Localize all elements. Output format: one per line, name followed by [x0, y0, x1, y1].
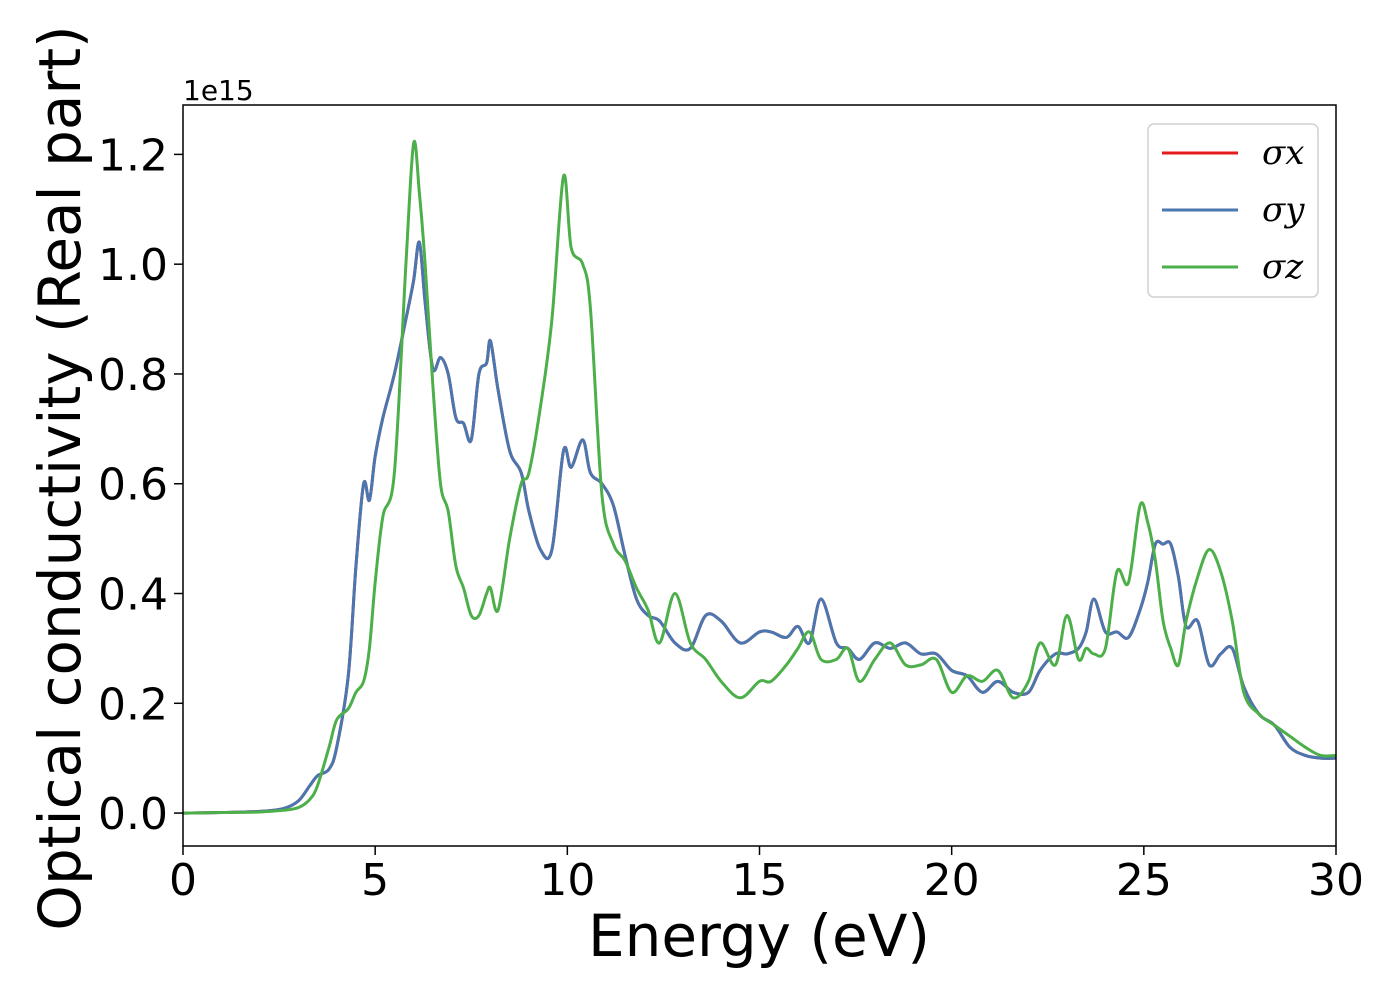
x-tick-label: 30	[1308, 855, 1364, 906]
x-tick-label: 25	[1116, 855, 1172, 906]
legend-label-2: σy	[1262, 190, 1305, 230]
y-tick-label: 0.4	[98, 570, 168, 621]
x-axis-title: Energy (eV)	[588, 902, 930, 970]
series-layer	[183, 139, 1336, 815]
x-tick-label: 0	[169, 855, 197, 906]
legend: σx σy σz	[1147, 123, 1319, 298]
x-tick-label: 15	[732, 855, 788, 906]
y-tick-label: 1.0	[98, 240, 168, 291]
x-tick-label: 5	[361, 855, 389, 906]
legend-label-3: σz	[1262, 247, 1304, 287]
x-axis: 0 5 10 15 20 25 30	[169, 846, 1364, 906]
y-tick-label: 0.0	[98, 789, 168, 840]
y-tick-label: 0.8	[98, 350, 168, 401]
y-axis-title: Optical conductivity (Real part)	[26, 25, 94, 930]
x-tick-label: 10	[539, 855, 595, 906]
series-line-3	[183, 139, 1336, 815]
y-tick-label: 1.2	[98, 130, 168, 181]
x-tick-label: 20	[924, 855, 980, 906]
y-tick-label: 0.6	[98, 460, 168, 511]
y-offset-label: 1e15	[183, 74, 254, 107]
legend-label-1: σx	[1262, 133, 1304, 173]
y-axis: 0.0 0.2 0.4 0.6 0.8 1.0 1.2	[98, 130, 183, 840]
y-tick-label: 0.2	[98, 679, 168, 730]
